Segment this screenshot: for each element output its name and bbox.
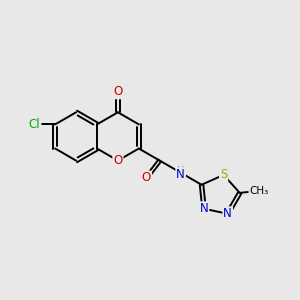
- Text: CH₃: CH₃: [249, 186, 268, 196]
- Text: N: N: [176, 168, 185, 181]
- Text: S: S: [220, 168, 227, 182]
- Text: O: O: [142, 172, 151, 184]
- Text: O: O: [113, 85, 122, 98]
- Text: H: H: [177, 166, 184, 176]
- Text: N: N: [223, 207, 232, 220]
- Text: N: N: [200, 202, 208, 215]
- Text: O: O: [113, 154, 122, 167]
- Text: Cl: Cl: [29, 118, 40, 131]
